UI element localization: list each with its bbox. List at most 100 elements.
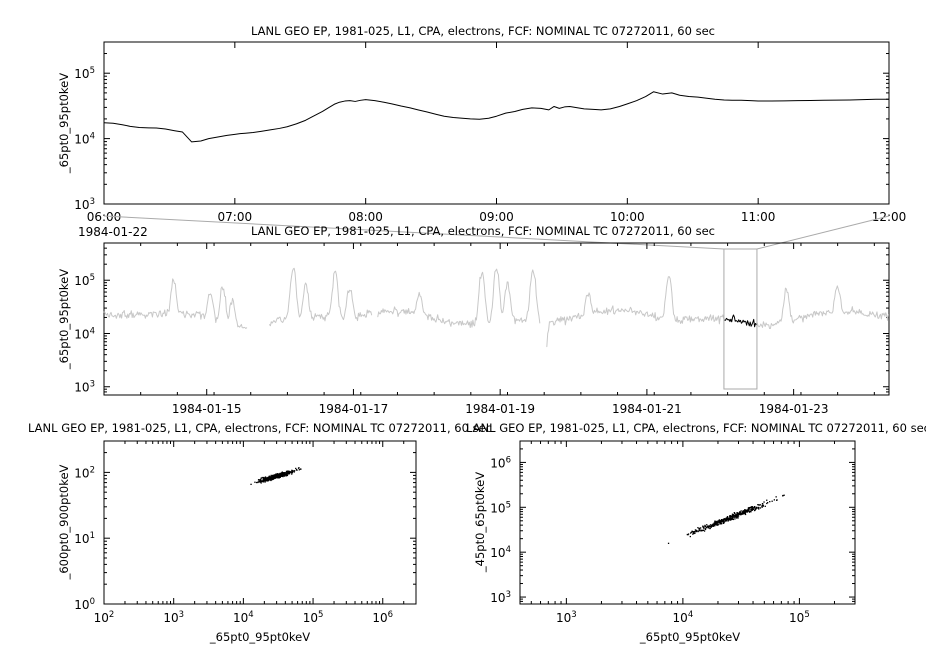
scatter-point	[715, 520, 717, 523]
scatter-point	[747, 507, 750, 509]
scatter-point	[748, 511, 751, 513]
scatter-point	[749, 506, 752, 509]
scatter-point	[716, 524, 718, 526]
scatter-point	[731, 513, 734, 515]
scatter-point	[740, 512, 742, 514]
scatter-point	[267, 478, 270, 480]
scatter-point	[264, 478, 266, 480]
scatter-point	[737, 517, 739, 519]
scatter-point	[745, 510, 747, 512]
scatter-point	[737, 516, 739, 518]
scatter-point	[697, 527, 699, 529]
xtick-label: 06:00	[87, 210, 122, 224]
scatter-point	[281, 475, 283, 477]
scatter-point	[267, 479, 269, 481]
scatter-point	[742, 511, 744, 513]
scatter-point	[277, 475, 279, 478]
scatter-point	[761, 506, 763, 508]
scatter-point	[741, 513, 743, 515]
scatter-point	[272, 478, 274, 480]
scatter-point	[727, 517, 729, 519]
scatter-point	[711, 524, 713, 526]
scatter-point	[297, 467, 300, 469]
panel-scatter-left-xaxis: 102 103 104 105 106	[94, 441, 417, 625]
scatter-point	[714, 520, 716, 522]
svg-text:106: 106	[372, 610, 393, 625]
scatter-point	[752, 507, 754, 509]
panel-scatter-right-ylabel: _45pt0_65pt0keV	[473, 472, 487, 573]
scatter-point	[260, 481, 262, 483]
scatter-point	[262, 480, 264, 482]
svg-text:105: 105	[789, 610, 810, 625]
zoom-selection-box[interactable]	[723, 248, 758, 390]
scatter-point	[270, 474, 272, 477]
svg-text:102: 102	[74, 465, 95, 480]
scatter-point	[698, 529, 701, 532]
scatter-point	[717, 524, 719, 526]
scatter-point	[260, 482, 262, 484]
scatter-point	[728, 519, 730, 521]
scatter-point	[753, 509, 756, 512]
scatter-point	[718, 519, 720, 521]
xtick-label: 1984-01-21	[612, 402, 682, 416]
scatter-point	[714, 521, 716, 523]
xtick-label: 11:00	[741, 210, 776, 224]
scatter-point	[276, 474, 278, 477]
scatter-point	[273, 474, 275, 476]
scatter-point	[762, 503, 764, 505]
svg-text:103: 103	[74, 197, 95, 212]
scatter-point	[709, 527, 711, 530]
scatter-point	[270, 478, 272, 481]
scatter-point	[265, 480, 267, 482]
scatter-point	[761, 505, 763, 507]
scatter-point	[714, 522, 716, 525]
scatter-point	[752, 508, 755, 510]
scatter-point	[262, 479, 264, 481]
scatter-point	[274, 476, 277, 479]
scatter-point	[729, 519, 732, 521]
scatter-point	[695, 530, 697, 532]
scatter-point	[751, 506, 753, 508]
panel-scatter-left-ylabel: _600pt0_900pt0keV	[57, 464, 71, 580]
scatter-point	[720, 519, 723, 521]
scatter-point	[748, 508, 750, 510]
scatter-point	[667, 542, 670, 544]
scatter-point	[739, 513, 741, 515]
scatter-point	[690, 532, 692, 534]
panel-scatter-left[interactable]: LANL GEO EP, 1981-025, L1, CPA, electron…	[28, 421, 492, 644]
panel-scatter-right[interactable]: LANL GEO EP, 1981-025, L1, CPA, electron…	[466, 421, 926, 644]
svg-text:105: 105	[74, 66, 95, 81]
scatter-point	[269, 479, 271, 481]
svg-text:104: 104	[673, 610, 694, 625]
scatter-point	[275, 473, 277, 475]
scatter-point	[291, 469, 293, 471]
panel-scatter-right-xaxis: 103 104 105	[519, 441, 856, 625]
panel-detail-timeseries[interactable]: LANL GEO EP, 1981-025, L1, CPA, electron…	[57, 24, 906, 239]
scatter-point	[702, 525, 704, 527]
scatter-point	[726, 516, 729, 518]
panel-context-timeseries[interactable]: LANL GEO EP, 1981-025, L1, CPA, electron…	[57, 224, 890, 416]
scatter-point	[737, 512, 739, 514]
scatter-point	[279, 473, 281, 475]
panel-detail-yaxis: 103 104 105	[74, 41, 889, 212]
scatter-point	[764, 505, 766, 507]
scatter-point	[262, 478, 265, 481]
scatter-point	[748, 510, 750, 512]
scatter-point	[261, 476, 263, 479]
scatter-point	[699, 530, 701, 532]
svg-text:106: 106	[490, 455, 511, 470]
scatter-point	[286, 474, 288, 476]
scatter-point	[273, 475, 275, 477]
scatter-point	[291, 473, 293, 475]
scatter-point	[262, 481, 264, 483]
scatter-point	[708, 527, 710, 529]
svg-text:104: 104	[490, 545, 511, 560]
scatter-point	[750, 508, 752, 510]
scatter-point	[284, 474, 286, 476]
scatter-point	[280, 474, 282, 476]
scatter-point	[754, 508, 757, 510]
scatter-point	[737, 515, 740, 517]
scatter-point	[735, 513, 737, 515]
panel-detail-xaxis: 06:00 07:00 08:00 09:00 10:00 11:00 12:00	[87, 42, 906, 224]
scatter-point	[747, 508, 749, 510]
